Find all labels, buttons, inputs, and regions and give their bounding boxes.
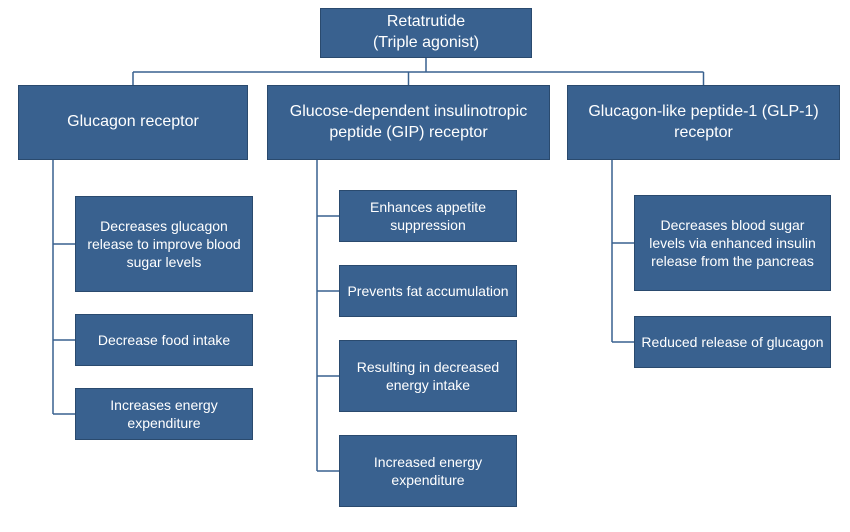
- leaf-gip-3: Increased energy expenditure: [339, 435, 517, 507]
- root-node: Retatrutide(Triple agonist): [320, 8, 532, 58]
- leaf-glucagon-0: Decreases glucagon release to improve bl…: [75, 196, 253, 292]
- leaf-glp1-0: Decreases blood sugar levels via enhance…: [634, 195, 831, 291]
- branch-header-glp1: Glucagon-like peptide-1 (GLP-1) receptor: [567, 85, 840, 160]
- leaf-gip-1: Prevents fat accumulation: [339, 265, 517, 317]
- leaf-glp1-1: Reduced release of glucagon: [634, 316, 831, 368]
- leaf-gip-2: Resulting in decreased energy intake: [339, 340, 517, 412]
- leaf-gip-0: Enhances appetite suppression: [339, 190, 517, 242]
- branch-header-glucagon: Glucagon receptor: [18, 85, 248, 160]
- leaf-glucagon-1: Decrease food intake: [75, 314, 253, 366]
- leaf-glucagon-2: Increases energy expenditure: [75, 388, 253, 440]
- branch-header-gip: Glucose-dependent insulinotropic peptide…: [267, 85, 550, 160]
